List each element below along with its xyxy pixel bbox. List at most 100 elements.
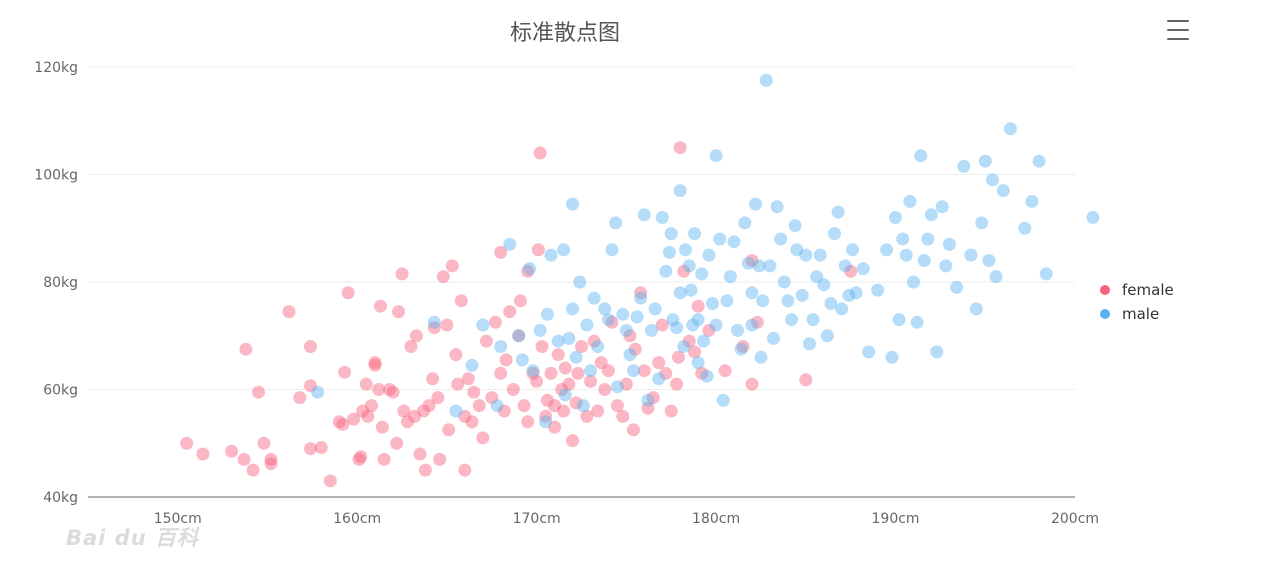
scatter-point-male[interactable] [759, 73, 773, 87]
scatter-point-male[interactable] [842, 288, 856, 302]
scatter-point-male[interactable] [584, 364, 597, 378]
scatter-point-female[interactable] [257, 436, 271, 450]
scatter-point-male[interactable] [734, 342, 748, 356]
scatter-point-female[interactable] [352, 452, 366, 466]
scatter-point-female[interactable] [555, 383, 569, 396]
scatter-point-male[interactable] [907, 275, 920, 289]
scatter-point-male[interactable] [788, 219, 802, 233]
scatter-point-male[interactable] [763, 259, 777, 273]
scatter-point-male[interactable] [609, 216, 623, 230]
scatter-point-male[interactable] [539, 415, 553, 429]
scatter-point-male[interactable] [723, 270, 737, 284]
scatter-point-female[interactable] [472, 399, 486, 413]
scatter-point-male[interactable] [777, 275, 791, 289]
scatter-point-female[interactable] [476, 431, 490, 445]
scatter-point-female[interactable] [392, 305, 405, 319]
scatter-point-female[interactable] [736, 340, 750, 353]
scatter-point-female[interactable] [314, 441, 328, 454]
scatter-point-male[interactable] [738, 216, 752, 230]
scatter-point-female[interactable] [562, 377, 576, 391]
scatter-point-female[interactable] [671, 350, 685, 364]
scatter-point-female[interactable] [332, 415, 346, 429]
scatter-point-female[interactable] [499, 353, 513, 367]
scatter-point-male[interactable] [770, 200, 784, 214]
scatter-point-male[interactable] [1025, 194, 1039, 208]
scatter-point-female[interactable] [637, 364, 651, 378]
scatter-point-male[interactable] [659, 264, 673, 278]
scatter-point-female[interactable] [449, 348, 463, 362]
scatter-point-male[interactable] [862, 345, 876, 359]
scatter-point-female[interactable] [557, 404, 571, 418]
scatter-point-male[interactable] [799, 248, 813, 262]
scatter-point-female[interactable] [558, 361, 572, 375]
scatter-point-female[interactable] [408, 409, 422, 423]
scatter-point-female[interactable] [451, 377, 465, 391]
scatter-point-female[interactable] [580, 409, 594, 423]
scatter-point-female[interactable] [465, 415, 479, 429]
scatter-point-male[interactable] [880, 243, 894, 257]
scatter-point-female[interactable] [431, 391, 445, 405]
scatter-point-male[interactable] [824, 297, 838, 310]
scatter-point-female[interactable] [646, 391, 660, 405]
scatter-point-female[interactable] [196, 447, 210, 461]
scatter-point-female[interactable] [485, 391, 499, 405]
scatter-point-female[interactable] [365, 399, 378, 413]
scatter-point-female[interactable] [494, 366, 508, 380]
scatter-point-female[interactable] [356, 404, 370, 418]
scatter-point-female[interactable] [323, 474, 337, 488]
scatter-point-female[interactable] [372, 383, 386, 396]
scatter-point-female[interactable] [514, 294, 527, 308]
scatter-point-male[interactable] [627, 364, 640, 378]
scatter-point-female[interactable] [422, 399, 436, 413]
scatter-point-male[interactable] [978, 154, 992, 168]
scatter-point-male[interactable] [950, 280, 964, 294]
scatter-point-female[interactable] [347, 412, 361, 426]
scatter-point-male[interactable] [921, 232, 935, 246]
scatter-point-female[interactable] [252, 385, 265, 399]
scatter-point-male[interactable] [580, 318, 594, 332]
scatter-point-female[interactable] [409, 329, 423, 343]
scatter-point-female[interactable] [426, 372, 440, 386]
scatter-point-female[interactable] [338, 365, 352, 379]
scatter-point-male[interactable] [885, 350, 899, 364]
scatter-point-male[interactable] [562, 331, 576, 345]
scatter-point-female[interactable] [695, 366, 709, 380]
scatter-point-female[interactable] [540, 393, 554, 407]
scatter-point-male[interactable] [670, 321, 684, 335]
scatter-point-female[interactable] [548, 399, 562, 413]
scatter-point-male[interactable] [673, 286, 687, 300]
scatter-point-male[interactable] [662, 245, 676, 259]
scatter-point-male[interactable] [1018, 221, 1032, 235]
scatter-point-female[interactable] [417, 404, 431, 418]
scatter-point-female[interactable] [386, 385, 400, 399]
scatter-point-male[interactable] [939, 259, 953, 273]
scatter-point-female[interactable] [225, 444, 239, 458]
scatter-point-female[interactable] [264, 457, 278, 471]
scatter-point-female[interactable] [673, 141, 687, 155]
scatter-point-female[interactable] [180, 436, 194, 450]
scatter-point-male[interactable] [523, 262, 536, 276]
scatter-point-female[interactable] [427, 321, 441, 335]
scatter-point-female[interactable] [239, 342, 253, 356]
scatter-point-male[interactable] [503, 237, 517, 251]
scatter-point-male[interactable] [838, 259, 852, 273]
scatter-point-female[interactable] [610, 399, 624, 413]
scatter-point-female[interactable] [442, 423, 456, 437]
scatter-point-male[interactable] [490, 399, 504, 413]
scatter-point-female[interactable] [691, 299, 705, 313]
scatter-point-male[interactable] [587, 291, 601, 305]
scatter-point-male[interactable] [910, 315, 924, 329]
scatter-point-male[interactable] [756, 294, 770, 308]
scatter-point-male[interactable] [494, 340, 508, 353]
scatter-point-female[interactable] [745, 254, 759, 267]
scatter-point-male[interactable] [688, 227, 702, 241]
scatter-point-male[interactable] [896, 232, 910, 246]
scatter-point-male[interactable] [1003, 122, 1017, 136]
scatter-point-female[interactable] [682, 334, 696, 348]
scatter-point-female[interactable] [479, 334, 493, 348]
scatter-point-male[interactable] [544, 248, 558, 262]
scatter-point-female[interactable] [641, 401, 655, 415]
scatter-point-male[interactable] [914, 149, 928, 163]
scatter-point-male[interactable] [526, 364, 540, 378]
scatter-point-female[interactable] [488, 315, 502, 329]
